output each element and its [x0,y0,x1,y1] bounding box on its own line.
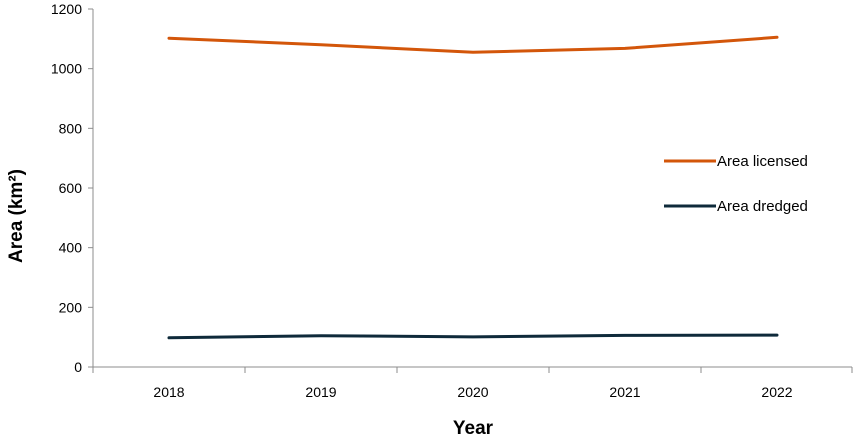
y-tick-label: 1200 [51,1,82,17]
x-tick-label: 2022 [761,384,792,400]
x-tick-label: 2020 [457,384,488,400]
y-axis-title: Area (km²) [6,169,27,263]
x-tick-label: 2018 [153,384,184,400]
series-line-area-dredged [167,333,779,340]
y-tick-label: 600 [59,180,83,196]
y-axis: 0 200 400 600 800 1000 1200 [51,1,94,375]
y-tick-label: 400 [59,240,83,256]
y-tick-label: 800 [59,120,83,136]
legend-label-area-dredged: Area dredged [717,198,808,215]
legend: Area licensed Area dredged [664,153,808,215]
y-tick-label: 0 [74,359,82,375]
series-line-area-licensed [167,35,779,54]
x-axis-title: Year [453,418,494,439]
y-tick-label: 200 [59,299,83,315]
x-tick-label: 2021 [609,384,640,400]
x-tick-label: 2019 [305,384,336,400]
legend-label-area-licensed: Area licensed [717,153,808,170]
x-axis: 2018 2019 2020 2021 2022 [92,366,853,400]
y-tick-label: 1000 [51,61,82,77]
series-layer [167,35,779,340]
